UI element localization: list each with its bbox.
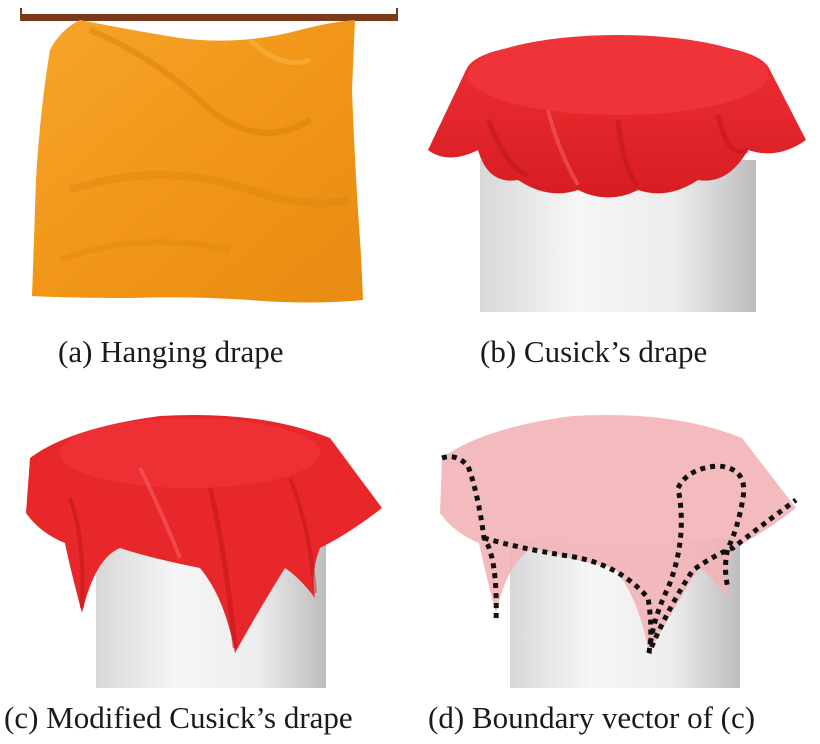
cusick-drape-image bbox=[428, 35, 806, 312]
hanging-rod bbox=[20, 14, 398, 21]
caption-a: (a) Hanging drape bbox=[58, 334, 284, 369]
caption-d: (d) Boundary vector of (c) bbox=[428, 700, 756, 735]
panel-modified-cusick-drape bbox=[10, 398, 400, 688]
boundary-vector-image bbox=[440, 414, 798, 688]
hanging-drape-image bbox=[20, 8, 398, 303]
caption-c: (c) Modified Cusick’s drape bbox=[4, 700, 353, 735]
panel-boundary-vector bbox=[418, 398, 818, 688]
panel-cusick-drape bbox=[418, 0, 818, 320]
caption-b: (b) Cusick’s drape bbox=[480, 334, 708, 369]
pink-fabric-d bbox=[440, 414, 796, 653]
panel-hanging-drape bbox=[10, 0, 400, 320]
orange-fabric bbox=[32, 20, 363, 303]
modified-cusick-drape-image bbox=[26, 414, 382, 688]
boundary-vector-outline bbox=[441, 454, 798, 654]
